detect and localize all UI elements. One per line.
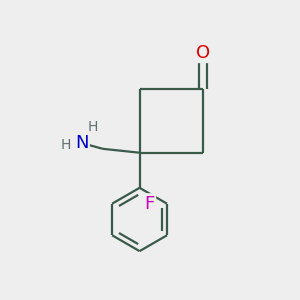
Text: H: H (88, 120, 98, 134)
Text: N: N (75, 134, 88, 152)
Text: O: O (196, 44, 210, 62)
Text: F: F (145, 195, 155, 213)
Text: H: H (60, 138, 71, 152)
